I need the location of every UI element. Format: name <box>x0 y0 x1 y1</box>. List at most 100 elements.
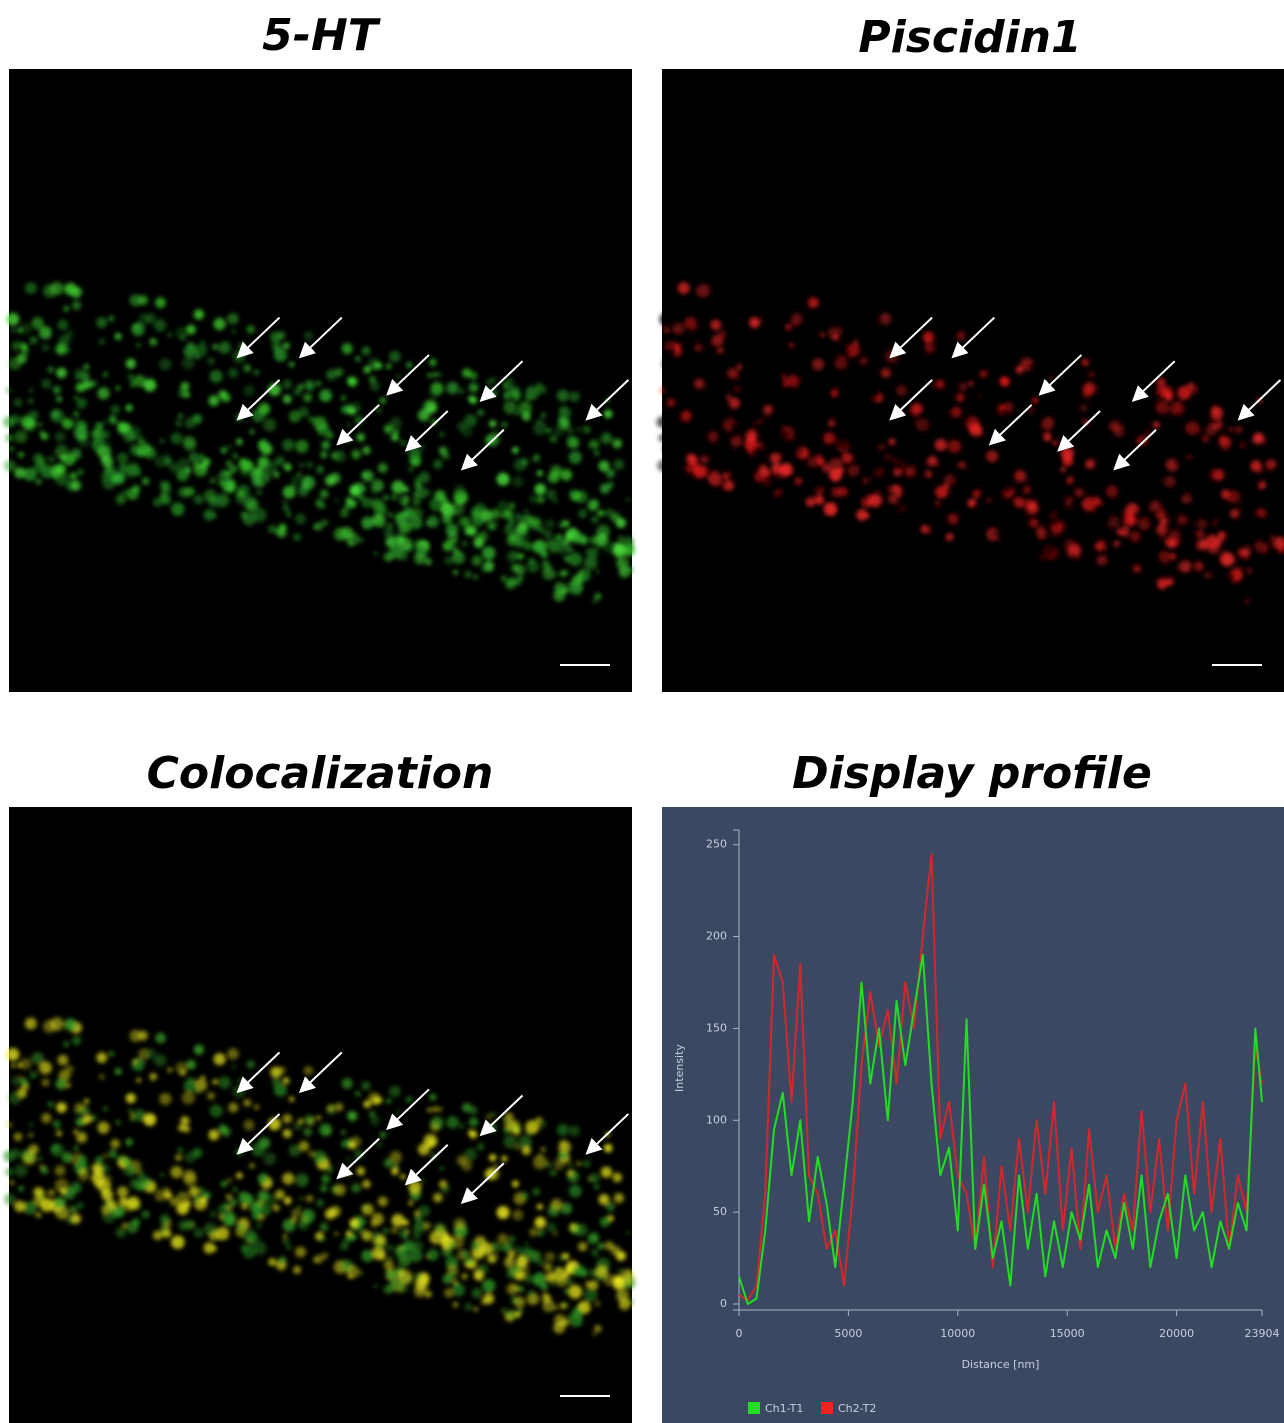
cell-signal <box>327 1105 334 1112</box>
cell-signal <box>84 364 90 370</box>
cell-signal <box>779 462 793 476</box>
cell-signal <box>321 519 329 527</box>
cell-signal <box>446 381 459 395</box>
cell-signal <box>546 489 557 500</box>
cell-signal <box>941 410 954 423</box>
cell-signal <box>1205 498 1210 503</box>
cell-signal <box>293 533 302 542</box>
cell-signal <box>1176 509 1181 514</box>
cell-signal <box>345 437 351 442</box>
cell-signal <box>227 443 233 450</box>
cell-signal <box>1205 572 1211 578</box>
cell-signal <box>263 418 277 432</box>
cell-signal <box>508 385 521 398</box>
cell-signal <box>723 480 735 491</box>
cell-signal <box>1257 468 1268 478</box>
cell-signal <box>282 438 295 451</box>
cell-signal <box>437 372 443 377</box>
cell-signal <box>356 433 366 442</box>
x-tick-label: 5000 <box>834 1327 862 1340</box>
cell-signal <box>355 1090 361 1097</box>
cell-signal <box>754 430 764 439</box>
cell-signal <box>598 460 610 472</box>
cell-signal <box>497 1233 509 1245</box>
cell-signal <box>569 1125 580 1137</box>
cell-signal <box>916 460 930 474</box>
cell-signal <box>945 387 955 396</box>
cell-signal <box>1246 592 1254 601</box>
cell-signal <box>23 467 37 482</box>
cell-signal <box>523 1274 533 1284</box>
cell-signal <box>684 316 697 330</box>
cell-signal <box>1070 471 1083 484</box>
cell-signal <box>388 1277 403 1291</box>
cell-signal <box>40 432 49 441</box>
cell-signal <box>553 498 558 503</box>
cell-signal <box>742 380 750 387</box>
cell-signal <box>930 331 939 340</box>
cell-signal <box>398 494 409 505</box>
cell-signal <box>47 1189 55 1197</box>
cell-signal <box>349 1218 359 1228</box>
cell-signal <box>572 533 582 544</box>
cell-signal <box>28 1132 34 1138</box>
cell-signal <box>503 1127 510 1134</box>
cell-signal <box>1201 434 1210 443</box>
cell-signal <box>1217 532 1225 540</box>
cell-signal <box>125 1164 136 1176</box>
cell-signal <box>253 1104 260 1111</box>
cell-signal <box>1148 472 1162 486</box>
cell-signal <box>569 1313 584 1327</box>
cell-signal <box>429 358 437 367</box>
cell-signal <box>1048 374 1054 380</box>
cell-signal <box>170 432 183 445</box>
cell-signal <box>1121 526 1127 533</box>
cell-signal <box>794 477 803 486</box>
cell-signal <box>306 1194 314 1203</box>
cell-signal <box>520 1191 529 1200</box>
cell-signal <box>778 358 789 369</box>
cell-signal <box>1096 555 1107 566</box>
cell-signal <box>728 382 739 393</box>
cell-signal <box>351 500 357 507</box>
cell-signal <box>362 1179 371 1189</box>
cell-signal <box>218 341 231 355</box>
cell-signal <box>240 511 249 519</box>
cell-signal <box>1065 508 1076 519</box>
cell-signal <box>220 1180 228 1188</box>
cell-signal <box>1075 488 1084 497</box>
cell-signal <box>94 422 104 431</box>
cell-signal <box>587 443 592 448</box>
cell-signal <box>594 592 602 601</box>
cell-signal <box>595 532 609 546</box>
cell-signal <box>346 1156 351 1162</box>
cell-signal <box>521 1145 531 1156</box>
cell-signal <box>569 391 580 403</box>
cell-signal <box>1247 569 1253 574</box>
cell-signal <box>1269 535 1276 542</box>
cell-signal <box>212 1079 218 1085</box>
cell-signal <box>470 1241 481 1251</box>
x-tick-label: 23904 <box>1245 1327 1280 1340</box>
cell-signal <box>529 494 538 504</box>
cell-signal <box>666 398 676 408</box>
cell-signal <box>28 1122 34 1127</box>
cell-signal <box>433 1192 443 1203</box>
cell-signal <box>905 508 920 523</box>
cell-signal <box>1228 427 1234 433</box>
cell-signal <box>1246 450 1252 456</box>
cell-signal <box>195 1198 207 1210</box>
cell-signal <box>1085 459 1095 469</box>
cell-signal <box>515 1145 520 1150</box>
cell-signal <box>282 342 290 350</box>
cell-signal <box>664 328 669 333</box>
cell-signal <box>227 1177 233 1183</box>
cell-signal <box>535 382 543 389</box>
cell-signal <box>306 1117 315 1126</box>
cell-signal <box>125 404 133 412</box>
cell-signal <box>1249 509 1257 517</box>
cell-signal <box>28 398 34 404</box>
cell-signal <box>1198 428 1204 433</box>
cell-signal <box>127 1196 140 1210</box>
cell-signal <box>986 498 991 503</box>
